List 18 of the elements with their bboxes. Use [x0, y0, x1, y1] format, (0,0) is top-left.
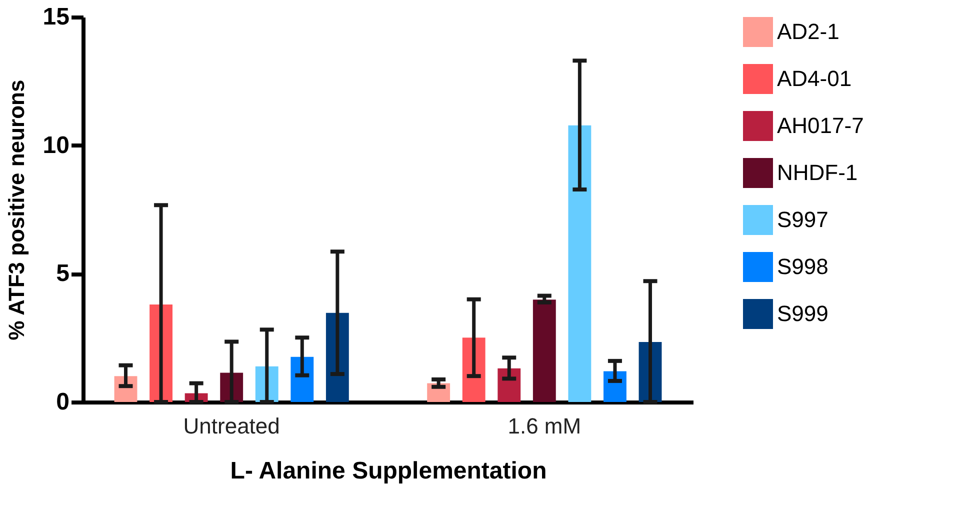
- legend-label: S999: [777, 301, 828, 326]
- legend-label: S998: [777, 254, 828, 279]
- legend-label: AD2-1: [777, 19, 840, 44]
- y-tick-label: 10: [42, 132, 70, 159]
- x-tick-label: Untreated: [183, 414, 280, 438]
- bar: [532, 300, 556, 402]
- bar: [498, 368, 521, 402]
- x-tick-label: 1.6 mM: [508, 414, 582, 438]
- y-tick-label: 0: [56, 388, 70, 416]
- legend-label: S997: [777, 207, 828, 232]
- x-axis-title: L- Alanine Supplementation: [230, 458, 547, 484]
- bar: [568, 125, 592, 402]
- y-tick-label: 5: [56, 260, 70, 288]
- y-tick-label: 15: [42, 4, 70, 30]
- y-axis-title: % ATF3 positive neurons: [4, 80, 29, 340]
- legend-label: AH017-7: [777, 113, 864, 138]
- legend-label: AD4-01: [777, 66, 852, 91]
- legend-label: NHDF-1: [777, 160, 858, 185]
